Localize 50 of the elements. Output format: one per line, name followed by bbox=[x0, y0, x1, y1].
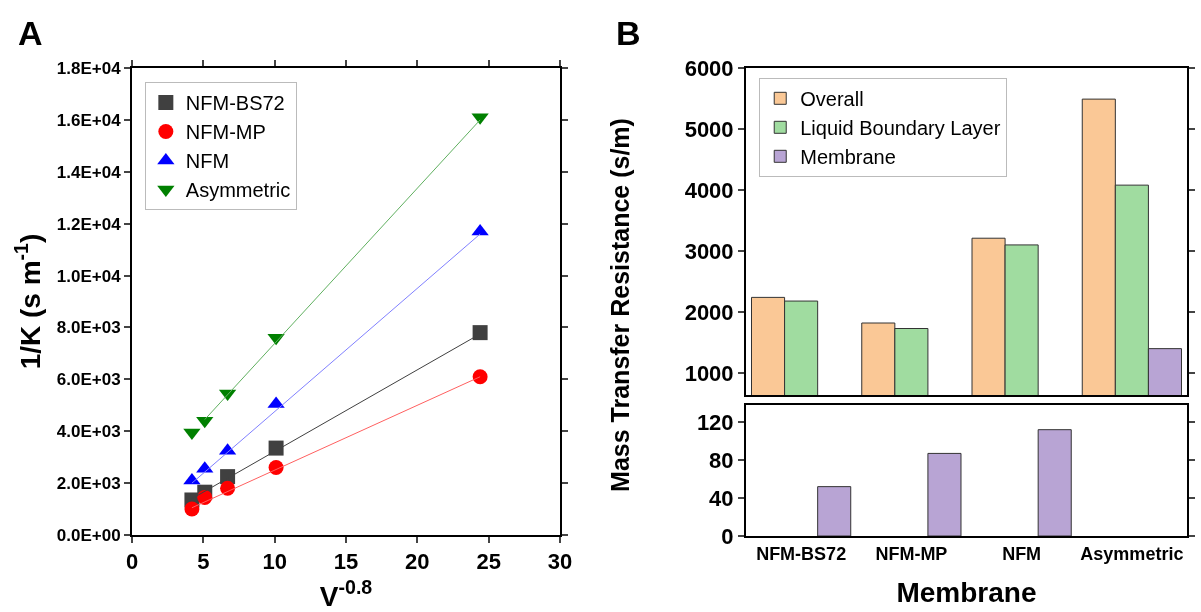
y-tick-label: 1.2E+04 bbox=[56, 214, 122, 234]
legend-label: NFM-BS72 bbox=[185, 92, 285, 115]
y-tick-label: 1.4E+04 bbox=[56, 162, 122, 182]
point bbox=[183, 428, 201, 441]
y-tick-label: 8.0E+03 bbox=[56, 318, 121, 338]
x-tick-label: NFM-MP bbox=[875, 543, 948, 564]
y-tick-label: 1.0E+04 bbox=[56, 266, 122, 286]
y-tick-label: 4.0E+03 bbox=[56, 422, 121, 442]
x-tick-label: NFM bbox=[1002, 543, 1042, 564]
x-tick-label: 30 bbox=[547, 549, 573, 575]
bar bbox=[927, 452, 962, 536]
x-axis-title: V$^{-0.8}$ bbox=[319, 576, 373, 612]
x-tick-label: 0 bbox=[125, 549, 139, 575]
y-tick-label: 5000 bbox=[684, 116, 734, 142]
y-tick-label: 3000 bbox=[684, 238, 734, 264]
x-tick-label: 25 bbox=[476, 549, 501, 575]
bar bbox=[1037, 429, 1072, 536]
point bbox=[472, 369, 488, 385]
y-tick-label: 2000 bbox=[684, 299, 734, 325]
legend-label: Membrane bbox=[800, 146, 896, 169]
y-axis-title: Mass Transfer Resistance (s/m) bbox=[605, 118, 635, 492]
text: A bbox=[18, 14, 43, 52]
y-tick-label: 1.6E+04 bbox=[56, 110, 122, 130]
point bbox=[184, 501, 200, 517]
x-tick-label: 20 bbox=[405, 549, 430, 575]
legend-label: Asymmetric bbox=[185, 179, 291, 202]
y-tick-label: 1000 bbox=[684, 360, 734, 386]
y-tick-label: 6000 bbox=[684, 55, 734, 81]
y-tick-label: 0.0E+00 bbox=[56, 525, 121, 545]
y-tick-label: 40 bbox=[709, 485, 734, 511]
y-tick-label: 120 bbox=[696, 409, 734, 435]
y-tick-label: 80 bbox=[709, 447, 734, 473]
y-tick-label: 2.0E+03 bbox=[56, 474, 121, 494]
y-tick-label: 4000 bbox=[684, 177, 734, 203]
point bbox=[268, 440, 284, 456]
legend-label: Overall bbox=[800, 88, 864, 111]
y-tick-label: 1.8E+04 bbox=[56, 58, 122, 78]
x-tick-label: 15 bbox=[333, 549, 359, 575]
y-tick-label: 6.0E+03 bbox=[56, 370, 121, 390]
point bbox=[472, 325, 488, 341]
x-tick-label: 5 bbox=[197, 549, 210, 575]
x-tick-label: NFM-BS72 bbox=[756, 543, 847, 564]
x-tick-label: 10 bbox=[262, 549, 287, 575]
bar bbox=[817, 486, 852, 536]
legend-label: NFM-MP bbox=[185, 121, 266, 144]
x-axis-title: Membrane bbox=[896, 577, 1037, 609]
legend-label: Liquid Boundary Layer bbox=[800, 117, 1001, 140]
x-tick-label: Asymmetric bbox=[1080, 543, 1184, 564]
legend-label: NFM bbox=[185, 150, 230, 173]
text: B bbox=[616, 14, 641, 52]
